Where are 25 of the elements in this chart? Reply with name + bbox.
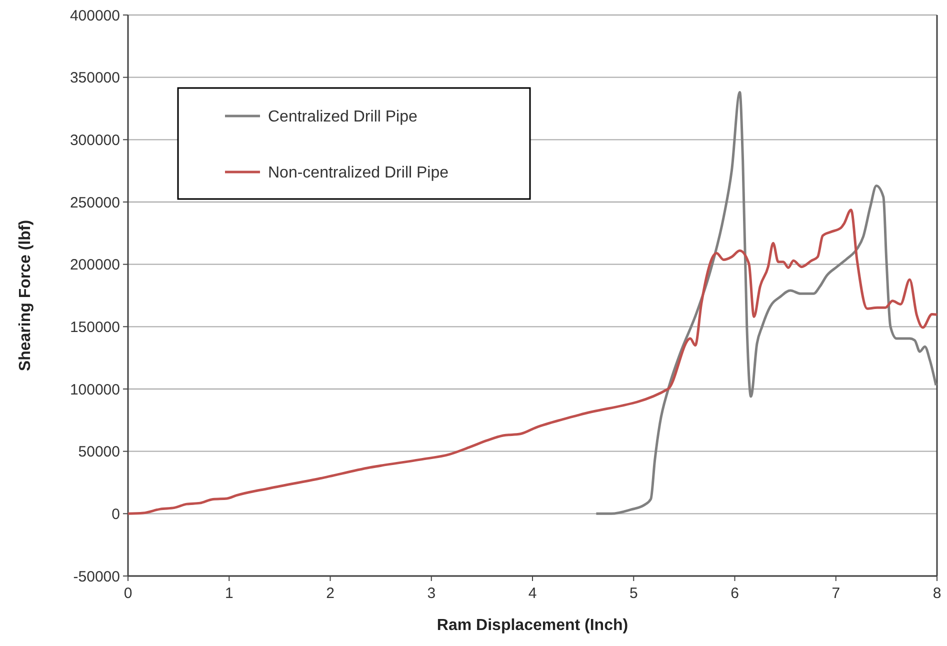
x-tick-label: 8 bbox=[932, 585, 942, 602]
line-series bbox=[126, 208, 938, 515]
x-tick-label: 6 bbox=[730, 585, 739, 602]
y-tick-label: 100000 bbox=[70, 381, 120, 398]
x-tick-label: 7 bbox=[832, 585, 840, 602]
y-tick-label: 250000 bbox=[70, 194, 120, 212]
x-tick-label: 5 bbox=[629, 585, 638, 602]
y-tick-label: 300000 bbox=[70, 132, 120, 149]
x-tick-label: 1 bbox=[224, 585, 234, 602]
y-tick-label: -50000 bbox=[73, 568, 120, 586]
x-tick-label: 4 bbox=[528, 585, 537, 602]
legend-label: Non-centralized Drill Pipe bbox=[268, 164, 449, 182]
y-tick-label: 150000 bbox=[70, 318, 120, 336]
x-tick-label: 3 bbox=[427, 585, 436, 602]
y-tick-label: 50000 bbox=[78, 444, 120, 461]
y-tick-label: 200000 bbox=[70, 256, 120, 274]
y-axis-title: Shearing Force (lbf) bbox=[17, 220, 34, 372]
y-tick-label: 400000 bbox=[70, 7, 120, 24]
y-tick-label: 0 bbox=[112, 506, 120, 523]
x-axis-title: Ram Displacement (Inch) bbox=[436, 617, 628, 634]
x-tick-label: 2 bbox=[326, 585, 334, 602]
legend-label: Centralized Drill Pipe bbox=[268, 108, 418, 126]
line-series bbox=[594, 91, 938, 515]
x-tick-label: 0 bbox=[124, 585, 132, 602]
y-tick-label: 350000 bbox=[70, 70, 120, 87]
